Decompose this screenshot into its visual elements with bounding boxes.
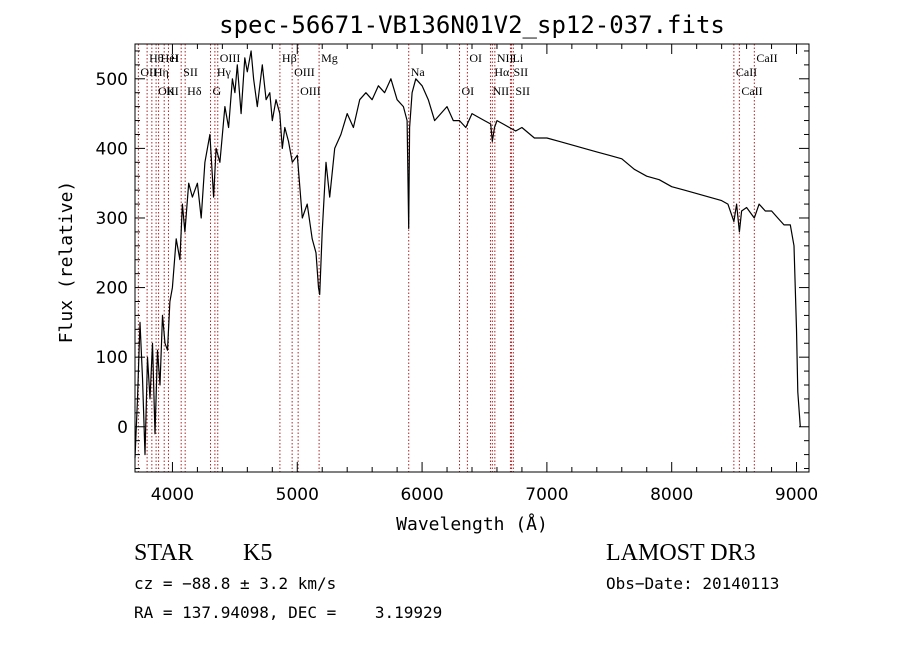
y-axis-label: Flux (relative) [56,181,77,344]
x-axis-label: Wavelength (Å) [396,513,548,535]
redshift-text: cz = −88.8 ± 3.2 km/s [134,574,337,593]
line-label: OIII [294,65,315,79]
y-axis-ticks: 0 100 200 300 400 500 [96,50,809,470]
line-label: OIII [158,84,179,98]
line-label: Hγ [217,65,232,79]
x-axis-ticks: 4000 5000 6000 7000 8000 9000 [151,44,818,505]
line-label: Mg [321,51,338,65]
line-label: Hδ [187,84,202,98]
line-label: K [166,84,175,98]
x-tick-label: 8000 [650,485,693,505]
line-label: CaII [736,65,757,79]
line-label: SII [515,84,530,98]
y-tick-label: 300 [96,209,128,229]
line-label: OIII [300,84,321,98]
y-tick-label: 200 [96,279,128,299]
line-label: OIII [220,51,241,65]
spectrum-line [134,50,801,459]
line-label: Na [411,65,426,79]
line-label: CaII [741,84,762,98]
emission-line-labels: HθOIIOIIIHeIHηKHSIIHδOIIIHγGHβOIIIOIIIMg… [140,51,777,98]
line-label: SII [513,65,528,79]
line-label: NII [492,84,509,98]
line-label: H [170,51,179,65]
y-tick-label: 0 [117,418,128,438]
object-subclass: K5 [243,540,273,566]
spectrum-series [134,50,801,459]
line-label: NII [497,51,514,65]
line-label: OII [140,65,157,79]
object-class: STAR [134,540,194,566]
x-tick-label: 9000 [775,485,818,505]
chart-title: spec-56671-VB136N01V2_sp12-037.fits [219,11,725,39]
line-label: Hθ [149,51,164,65]
x-tick-label: 6000 [400,485,443,505]
y-tick-label: 500 [96,70,128,90]
y-tick-label: 400 [96,139,128,159]
line-label: Hα [494,65,510,79]
y-tick-label: 100 [96,348,128,368]
line-label: Li [512,51,523,65]
plot-frame [134,43,810,473]
ra-dec-text: RA = 137.94098, DEC = 3.19929 [134,603,443,622]
line-label: OI [469,51,482,65]
x-tick-label: 5000 [276,485,319,505]
obs-date-text: Obs−Date: 20140113 [606,574,780,593]
survey-label: LAMOST DR3 [606,540,756,566]
line-label: Hβ [282,51,297,65]
line-label: Hη [154,65,169,79]
line-label: CaII [756,51,777,65]
line-label: G [213,84,222,98]
x-tick-label: 7000 [525,485,568,505]
x-tick-label: 4000 [151,485,194,505]
line-label: SII [183,65,198,79]
line-label: OI [462,84,475,98]
line-label: HeI [161,51,179,65]
